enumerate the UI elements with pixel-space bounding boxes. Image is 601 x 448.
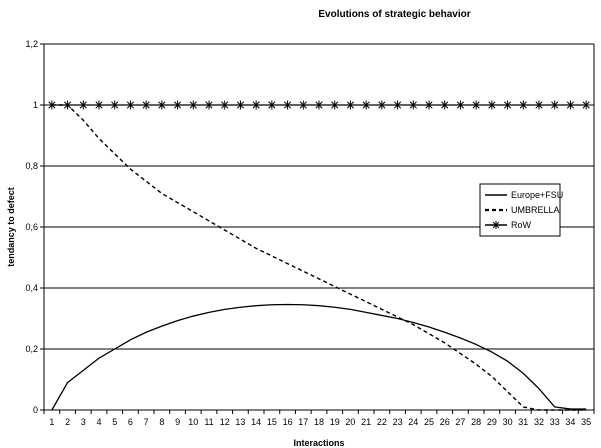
series-point-row <box>188 100 198 110</box>
series-point-row <box>110 100 120 110</box>
series-line-europe-fsu <box>51 303 587 411</box>
x-tick-label: 3 <box>81 417 86 427</box>
x-tick-label: 26 <box>440 417 450 427</box>
y-tick-label: 0,8 <box>25 161 38 171</box>
x-tick-label: 17 <box>298 417 308 427</box>
x-tick-label: 34 <box>565 417 575 427</box>
y-tick-label: 0,4 <box>25 283 38 293</box>
series-point-row <box>78 100 88 110</box>
series-point-row <box>173 100 183 110</box>
series-point-row <box>330 100 340 110</box>
series-point-row <box>235 100 245 110</box>
series-point-row <box>283 100 293 110</box>
series-point-row <box>565 100 575 110</box>
series-point-row <box>204 100 214 110</box>
x-tick-label: 5 <box>112 417 117 427</box>
x-tick-label: 32 <box>534 417 544 427</box>
x-tick-label: 2 <box>65 417 70 427</box>
x-tick-label: 12 <box>220 417 230 427</box>
y-axis-title: tendancy to defect <box>6 187 16 267</box>
series-point-row <box>393 100 403 110</box>
series-point-row <box>345 100 355 110</box>
chart-title: Evolutions of strategic behavior <box>318 9 471 20</box>
series-point-row <box>220 100 230 110</box>
x-tick-label: 8 <box>159 417 164 427</box>
x-tick-label: 1 <box>49 417 54 427</box>
axes <box>43 44 595 414</box>
series-point-row <box>141 100 151 110</box>
series-line-umbrella <box>51 104 587 411</box>
x-tick-label: 9 <box>175 417 180 427</box>
legend-label-umbrella: UMBRELLA <box>511 205 560 215</box>
y-tick-label: 1 <box>33 100 38 110</box>
x-tick-label: 29 <box>487 417 497 427</box>
x-tick-label: 20 <box>345 417 355 427</box>
legend-marker-row <box>492 221 500 229</box>
legend-label-row: RoW <box>511 220 532 230</box>
x-tick-label: 22 <box>377 417 387 427</box>
x-tick-label: 33 <box>550 417 560 427</box>
series-point-row <box>314 100 324 110</box>
series-lines <box>47 100 591 411</box>
y-tick-labels: 0 0,2 0,4 0,6 0,8 1 1,2 <box>25 39 38 415</box>
series-point-row <box>125 100 135 110</box>
x-tick-label: 27 <box>455 417 465 427</box>
x-axis-title: Interactions <box>293 438 344 448</box>
x-tick-label: 15 <box>267 417 277 427</box>
x-tick-label: 4 <box>96 417 101 427</box>
y-tick-label: 0 <box>33 405 38 415</box>
legend: Europe+FSU UMBRELLA RoW <box>479 183 563 237</box>
x-tick-label: 10 <box>188 417 198 427</box>
series-point-row <box>440 100 450 110</box>
x-tick-label: 25 <box>424 417 434 427</box>
x-tick-label: 11 <box>204 417 213 427</box>
x-tick-label: 30 <box>503 417 513 427</box>
x-tick-label: 24 <box>408 417 418 427</box>
x-tick-label: 13 <box>235 417 245 427</box>
x-tick-label: 14 <box>251 417 261 427</box>
x-tick-label: 28 <box>471 417 481 427</box>
y-tick-label: 0,6 <box>25 222 38 232</box>
series-point-row <box>581 100 591 110</box>
x-tick-labels: 1 2 3 4 5 6 7 8 9 10 11 12 13 14 15 16 17 18 19 20 21 22 23 24 2… <box>49 417 591 427</box>
series-point-row <box>377 100 387 110</box>
legend-label-europe-fsu: Europe+FSU <box>511 190 563 200</box>
series-point-row <box>518 100 528 110</box>
series-point-row <box>157 100 167 110</box>
series-point-row <box>424 100 434 110</box>
x-tick-label: 6 <box>128 417 133 427</box>
x-tick-label: 19 <box>330 417 340 427</box>
x-tick-label: 16 <box>283 417 293 427</box>
series-point-row <box>487 100 497 110</box>
series-point-row <box>63 100 73 110</box>
x-tick-label: 23 <box>393 417 403 427</box>
series-point-row <box>534 100 544 110</box>
series-point-row <box>94 100 104 110</box>
series-point-row <box>47 100 57 110</box>
series-point-row <box>408 100 418 110</box>
series-point-row <box>503 100 513 110</box>
series-point-row <box>251 100 261 110</box>
x-tick-label: 18 <box>314 417 324 427</box>
series-point-row <box>471 100 481 110</box>
series-point-row <box>267 100 277 110</box>
y-tick-label: 1,2 <box>25 39 38 49</box>
series-point-row <box>455 100 465 110</box>
series-point-row <box>550 100 560 110</box>
x-tick-label: 7 <box>144 417 149 427</box>
y-tick-label: 0,2 <box>25 344 38 354</box>
x-tick-label: 35 <box>581 417 591 427</box>
series-point-row <box>361 100 371 110</box>
series-point-row <box>298 100 308 110</box>
x-tick-label: 31 <box>518 417 528 427</box>
x-tick-label: 21 <box>361 417 371 427</box>
